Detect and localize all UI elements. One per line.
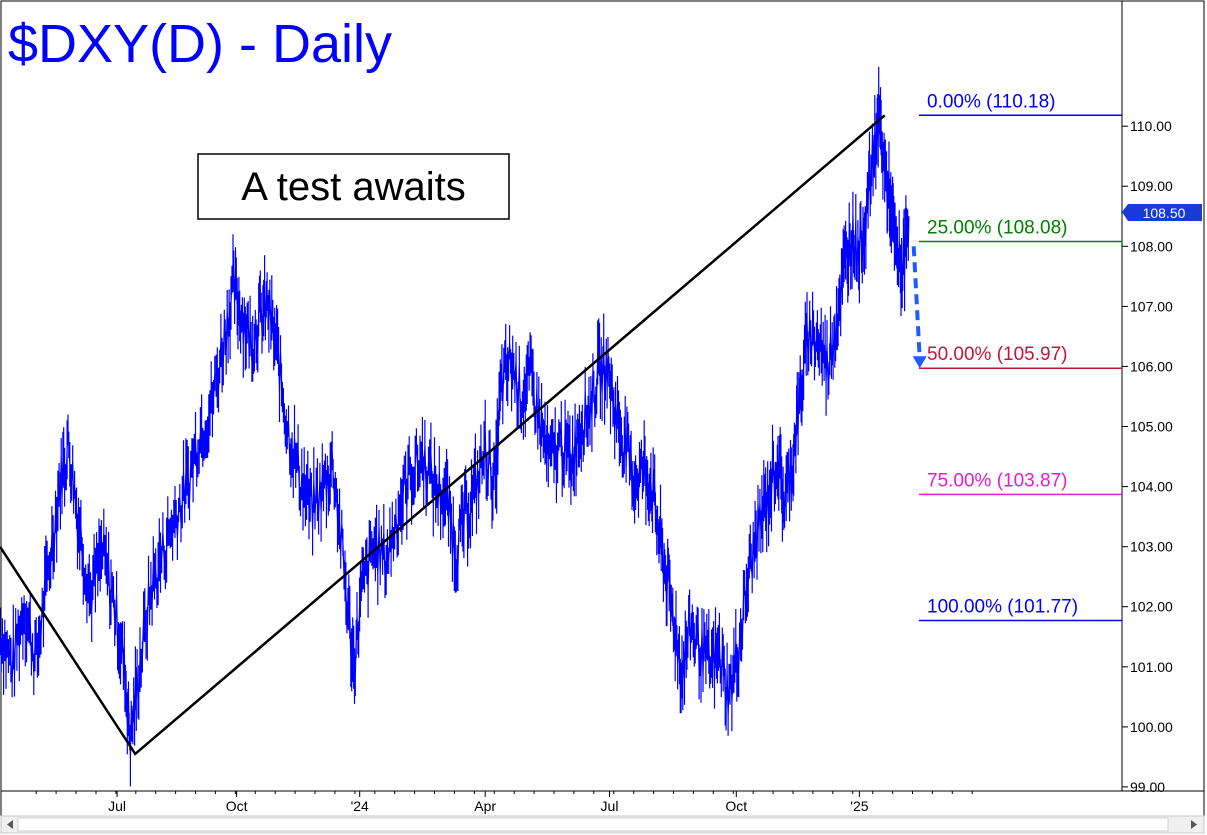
x-tick-label: Oct — [725, 798, 747, 814]
x-tick-label: Oct — [226, 798, 248, 814]
fib-level-label: 25.00% (108.08) — [927, 218, 1068, 239]
x-tick-label: Jul — [601, 798, 619, 814]
fib-level-label: 75.00% (103.87) — [927, 470, 1068, 491]
time-axis: Jul Oct '24 Apr Jul Oct '25 — [35, 791, 973, 814]
y-tick-label: 99.00 — [1130, 779, 1165, 795]
y-tick-label: 110.00 — [1130, 118, 1172, 134]
y-tick-label: 102.00 — [1130, 599, 1173, 615]
projection-arrow-shaft — [911, 246, 922, 359]
current-price-badge: 108.50 — [1122, 204, 1202, 221]
y-tick-label: 103.00 — [1130, 539, 1173, 555]
y-tick-label: 104.00 — [1130, 479, 1173, 495]
projection-group — [911, 246, 927, 369]
scrollbar-thumb[interactable] — [17, 817, 1169, 832]
horizontal-scrollbar[interactable] — [0, 815, 1205, 834]
fib-level-label: 0.00% (110.18) — [927, 91, 1056, 112]
y-tick-label: 107.00 — [1130, 298, 1173, 314]
y-tick-label: 109.00 — [1130, 178, 1173, 194]
scroll-right-icon[interactable] — [1191, 820, 1197, 829]
y-tick-label: 105.00 — [1130, 419, 1173, 435]
trendline-group — [0, 114, 886, 756]
y-tick-label: 108.00 — [1130, 238, 1173, 254]
fib-level-label: 100.00% (101.77) — [927, 597, 1078, 618]
y-tick-label: 101.00 — [1130, 659, 1173, 675]
projection-arrow-head — [912, 356, 927, 369]
annotation-text: A test awaits — [241, 165, 466, 209]
annotation-box: A test awaits — [197, 153, 510, 220]
fibonacci-levels: 0.00% (110.18) 25.00% (108.08) 50.00% (105… — [919, 91, 1122, 622]
x-tick-label: '24 — [351, 798, 369, 814]
price-axis: 99.00 100.00 101.00 102.00 103.00 104.00 105.0… — [1122, 118, 1173, 795]
y-tick-label: 106.00 — [1130, 358, 1173, 374]
fib-level-label: 50.00% (105.97) — [927, 344, 1068, 365]
chart-title: $DXY(D) - Daily — [8, 14, 392, 74]
scroll-left-icon[interactable] — [7, 820, 13, 829]
x-tick-label: Jul — [108, 798, 126, 814]
y-tick-label: 100.00 — [1130, 719, 1173, 735]
price-series — [0, 66, 910, 787]
x-tick-label: '25 — [850, 798, 868, 814]
price-line — [0, 66, 910, 787]
x-tick-label: Apr — [474, 798, 496, 814]
current-price-label: 108.50 — [1143, 205, 1186, 221]
trendline — [0, 114, 886, 756]
